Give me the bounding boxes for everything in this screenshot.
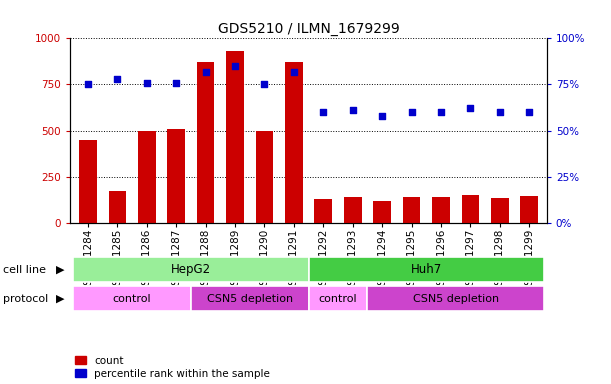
Point <box>142 79 152 86</box>
Point <box>524 109 534 115</box>
Text: CSN5 depletion: CSN5 depletion <box>412 293 499 304</box>
Text: CSN5 depletion: CSN5 depletion <box>207 293 293 304</box>
Bar <box>167 129 185 223</box>
Point <box>289 68 299 74</box>
Bar <box>461 195 479 223</box>
Point <box>83 81 93 88</box>
Bar <box>373 200 391 223</box>
Title: GDS5210 / ILMN_1679299: GDS5210 / ILMN_1679299 <box>218 22 400 36</box>
Bar <box>432 197 450 223</box>
Point <box>260 81 269 88</box>
Point <box>230 63 240 69</box>
Bar <box>521 196 538 223</box>
Bar <box>73 286 191 311</box>
Text: control: control <box>113 293 152 304</box>
Bar <box>367 286 544 311</box>
Point <box>318 109 328 115</box>
Bar <box>491 198 508 223</box>
Bar <box>344 197 362 223</box>
Bar <box>309 257 544 282</box>
Text: protocol: protocol <box>3 293 48 304</box>
Bar <box>226 51 244 223</box>
Bar <box>191 286 309 311</box>
Bar <box>255 131 273 223</box>
Bar <box>138 131 156 223</box>
Text: cell line: cell line <box>3 265 46 275</box>
Bar <box>79 140 97 223</box>
Bar <box>197 62 214 223</box>
Point <box>171 79 181 86</box>
Text: ▶: ▶ <box>56 265 65 275</box>
Bar <box>109 191 126 223</box>
Point <box>200 68 210 74</box>
Legend: count, percentile rank within the sample: count, percentile rank within the sample <box>76 356 270 379</box>
Bar <box>309 286 367 311</box>
Text: ▶: ▶ <box>56 293 65 304</box>
Bar <box>315 199 332 223</box>
Point <box>377 113 387 119</box>
Bar <box>403 197 420 223</box>
Point <box>407 109 417 115</box>
Point <box>495 109 505 115</box>
Text: HepG2: HepG2 <box>171 263 211 276</box>
Text: control: control <box>319 293 357 304</box>
Bar <box>285 62 302 223</box>
Point <box>466 105 475 111</box>
Bar <box>73 257 309 282</box>
Point <box>112 76 122 82</box>
Point <box>436 109 446 115</box>
Point <box>348 107 357 113</box>
Text: Huh7: Huh7 <box>411 263 442 276</box>
